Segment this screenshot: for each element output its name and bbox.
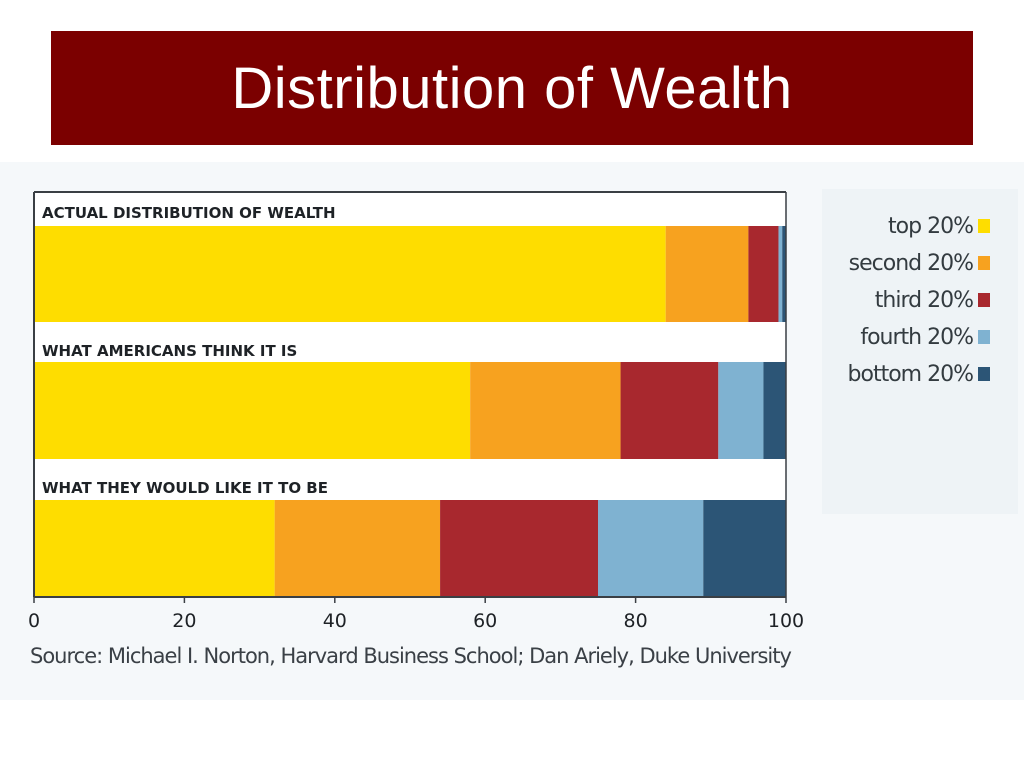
- bar-segment-bottom-20-: [763, 362, 786, 459]
- x-tick-label: 80: [624, 610, 648, 632]
- source-note: Source: Michael I. Norton, Harvard Busin…: [30, 644, 792, 668]
- bar-segment-third-20-: [748, 226, 779, 322]
- bar-segment-fourth-20-: [598, 500, 704, 597]
- slide-title: Distribution of Wealth: [231, 55, 793, 121]
- category-label: WHAT THEY WOULD LIKE IT TO BE: [42, 479, 328, 497]
- bar-segment-bottom-20-: [703, 500, 786, 597]
- legend-swatch: [978, 256, 990, 270]
- bar-segment-top-20-: [34, 500, 275, 597]
- bar-segment-second-20-: [470, 362, 621, 459]
- category-label: WHAT AMERICANS THINK IT IS: [42, 342, 297, 360]
- legend-item: top 20%: [888, 211, 990, 241]
- bar-segment-bottom-20-: [782, 226, 786, 322]
- legend-item: third 20%: [875, 285, 990, 315]
- legend-item: fourth 20%: [860, 322, 990, 352]
- legend-label: second 20%: [848, 250, 974, 276]
- x-tick-label: 20: [172, 610, 196, 632]
- bar-segment-fourth-20-: [718, 362, 764, 459]
- legend-label: top 20%: [888, 213, 974, 239]
- legend-item: bottom 20%: [848, 359, 990, 389]
- legend-swatch: [978, 367, 990, 381]
- legend-swatch: [978, 219, 990, 233]
- legend-label: fourth 20%: [860, 324, 974, 350]
- legend-label: bottom 20%: [847, 361, 974, 387]
- bar-segment-fourth-20-: [778, 226, 783, 322]
- title-banner: Distribution of Wealth: [51, 31, 973, 145]
- bar-segment-second-20-: [274, 500, 441, 597]
- legend-swatch: [978, 293, 990, 307]
- category-label: ACTUAL DISTRIBUTION OF WEALTH: [42, 204, 336, 222]
- bar-segment-second-20-: [665, 226, 749, 322]
- x-tick-label: 40: [323, 610, 347, 632]
- bar-segment-third-20-: [440, 500, 598, 597]
- bar-segment-third-20-: [620, 362, 719, 459]
- legend: top 20% second 20% third 20% fourth 20% bott…: [822, 189, 1018, 514]
- legend-label: third 20%: [874, 287, 974, 313]
- x-tick-label: 100: [768, 610, 804, 632]
- x-tick-label: 0: [28, 610, 40, 632]
- legend-swatch: [978, 330, 990, 344]
- bar-segment-top-20-: [34, 362, 471, 459]
- legend-item: second 20%: [849, 248, 990, 278]
- bar-segment-top-20-: [34, 226, 666, 322]
- x-tick-label: 60: [473, 610, 497, 632]
